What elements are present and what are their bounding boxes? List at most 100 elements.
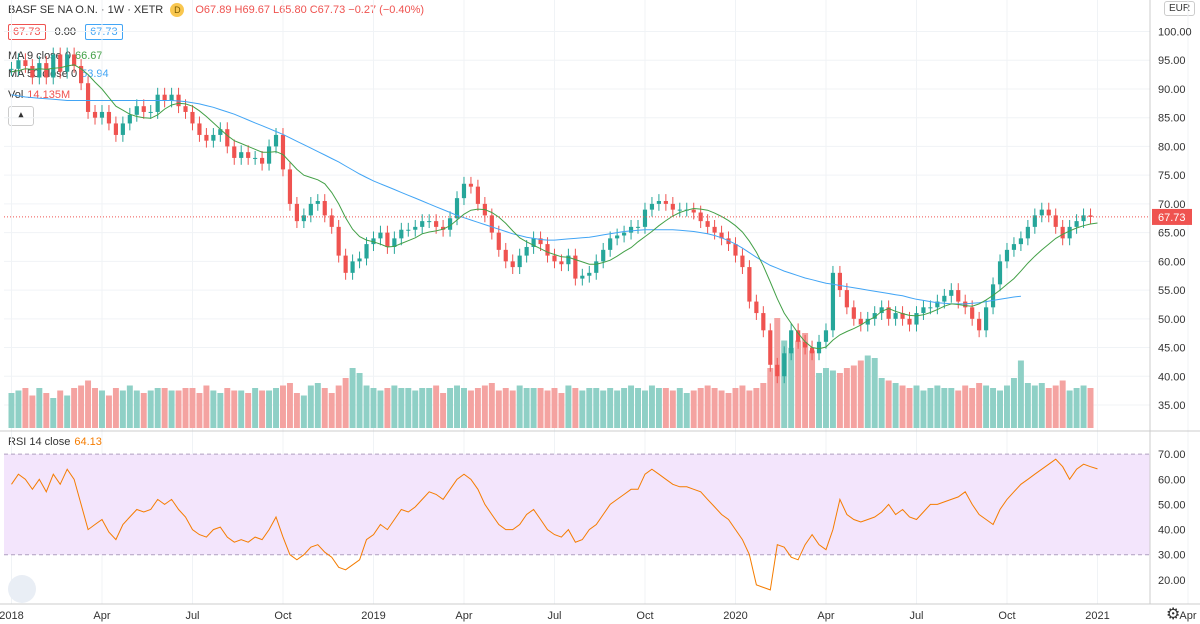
candle-body [997, 261, 1003, 285]
candle-body [190, 111, 195, 124]
price-tick-label: 60.00 [1158, 256, 1186, 268]
candle-body [350, 261, 355, 273]
volume-bar [64, 395, 71, 428]
volume-bar [391, 385, 398, 428]
candle-body [155, 94, 160, 112]
candle-body [768, 330, 773, 365]
volume-bar [314, 383, 321, 428]
volume-bar [252, 388, 259, 428]
candle-body [127, 114, 132, 124]
candle-body [461, 183, 467, 199]
time-tick-label: Oct [998, 610, 1015, 622]
volume-bar [412, 390, 419, 428]
rsi-tick-label: 40.00 [1158, 525, 1186, 537]
data-delay-badge[interactable]: D [170, 3, 185, 17]
volume-bar [857, 360, 864, 428]
price-tick-label: 75.00 [1158, 170, 1186, 182]
candle-body [399, 229, 404, 239]
candle-body [92, 111, 98, 118]
volume-bar [690, 390, 697, 428]
candle-body [225, 129, 230, 147]
volume-bar [850, 365, 857, 428]
candle-body [865, 318, 870, 325]
volume-bar [593, 388, 600, 428]
chevron-up-icon: ▲ [16, 110, 26, 121]
volume-bar [1045, 388, 1052, 428]
candle-body [475, 186, 480, 204]
volume-bar [1073, 388, 1080, 428]
volume-bar [175, 390, 182, 428]
volume-bar [286, 383, 293, 428]
volume-bar [990, 388, 997, 428]
volume-bar [1010, 378, 1017, 428]
candle-body [378, 232, 383, 239]
candle-body [204, 134, 209, 141]
volume-bar [440, 393, 447, 428]
volume-bar [732, 388, 739, 428]
candle-body [51, 54, 56, 78]
volume-bar [99, 390, 105, 428]
candle-body [622, 232, 627, 236]
volume-bar [864, 355, 871, 428]
volume-bar [906, 388, 913, 428]
volume-bar [1031, 385, 1038, 428]
volume-bar [878, 378, 885, 428]
volume-bar [648, 385, 655, 428]
rsi-label: RSI 14 close [8, 436, 71, 448]
volume-bar [788, 348, 795, 428]
volume-bar [934, 385, 941, 428]
candle-body [113, 123, 118, 135]
volume-bar [836, 373, 843, 428]
candle-body [246, 152, 251, 158]
volume-bar [71, 388, 78, 428]
candle-body [587, 272, 592, 276]
candle-body [447, 218, 453, 230]
tradingview-logo[interactable] [8, 575, 36, 603]
candle-body [489, 215, 494, 233]
ask-box[interactable]: 67.73 [85, 24, 123, 40]
candle-body [907, 318, 912, 325]
candle-body [392, 238, 397, 247]
volume-bar [892, 383, 899, 428]
price-tick-label: 80.00 [1158, 141, 1186, 153]
volume-bar [126, 385, 133, 428]
settings-gear-icon[interactable]: ⚙ [1166, 606, 1181, 623]
candle-body [900, 313, 905, 319]
volume-bar [997, 390, 1003, 428]
candle-body [406, 229, 411, 231]
candle-body [434, 221, 439, 227]
candle-body [844, 290, 849, 308]
volume-bar [78, 385, 85, 428]
volume-bar [377, 390, 384, 428]
volume-bar [50, 398, 57, 428]
volume-bar [955, 390, 962, 428]
volume-bar [502, 388, 509, 428]
time-tick-label: 2018 [0, 610, 24, 622]
candle-body [176, 94, 181, 107]
candle-body [935, 301, 940, 308]
candle-body [9, 68, 14, 70]
volume-bar [697, 388, 704, 428]
volume-bar [349, 368, 356, 428]
collapse-legend-button[interactable]: ▲ [8, 106, 34, 126]
volume-bar [92, 388, 98, 428]
candle-body [956, 290, 961, 302]
volume-bar [321, 388, 328, 428]
volume-bar [781, 340, 788, 428]
volume-bar [767, 368, 774, 428]
volume-bar [843, 368, 850, 428]
time-tick-label: Apr [817, 610, 834, 622]
symbol-title[interactable]: BASF SE NA O.N. · 1W · XETR [8, 4, 164, 16]
rsi-legend[interactable]: RSI 14 close 64.13 [8, 436, 102, 448]
rsi-tick-label: 70.00 [1158, 449, 1186, 461]
time-tick-label: Jul [185, 610, 199, 622]
currency-button[interactable]: EUR [1164, 1, 1196, 16]
bid-box[interactable]: 67.73 [8, 24, 46, 40]
volume-bar [467, 390, 474, 428]
candle-body [719, 232, 724, 239]
volume-bar [1066, 390, 1073, 428]
candle-body [837, 272, 842, 291]
candle-body [803, 341, 808, 348]
candle-body [942, 295, 947, 302]
